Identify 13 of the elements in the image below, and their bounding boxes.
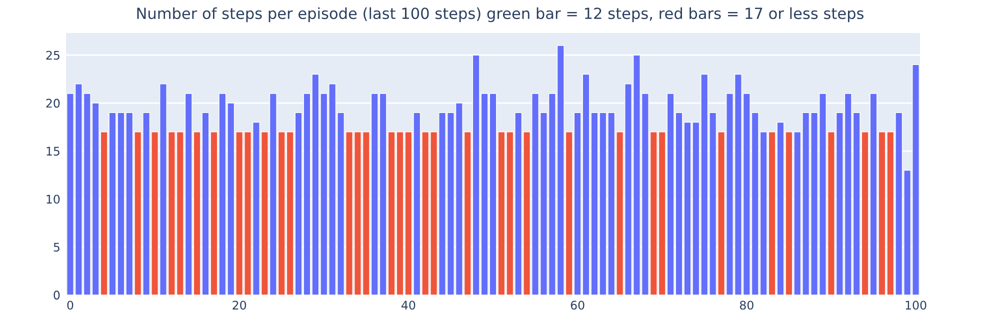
x-tick-label: 40 [402,300,416,310]
y-tick-label: 0 [54,290,60,300]
x-tick-label: 80 [740,300,754,310]
y-tick-label: 25 [46,50,60,60]
x-tick-label: 60 [570,300,584,310]
x-tick-label: 0 [67,300,74,310]
chart-title: Number of steps per episode (last 100 steps) green bar = 12 steps, red bars = 17 or less steps [137,7,864,22]
y-tick-label: 20 [46,98,60,108]
x-tick-label: 100 [906,300,926,310]
y-tick-label: 5 [54,242,60,252]
y-tick-label: 10 [46,194,60,204]
y-tick-label: 15 [46,146,60,156]
x-tick-label: 20 [232,300,246,310]
